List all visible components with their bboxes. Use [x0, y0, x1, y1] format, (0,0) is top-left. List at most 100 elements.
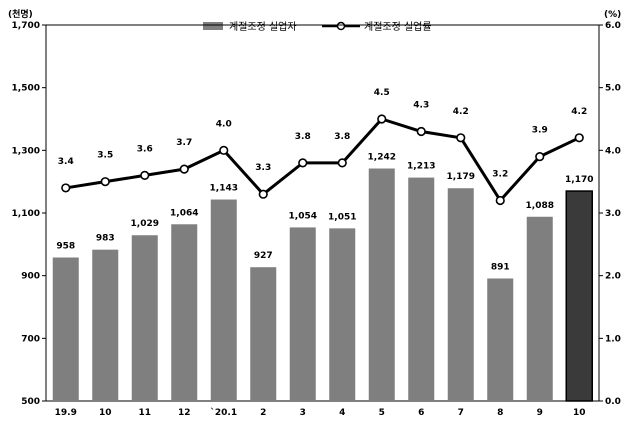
right-axis: 0.0 1.0 2.0 3.0 4.0 5.0 6.0: [599, 21, 621, 407]
bar-value-label: 1,179: [447, 172, 475, 182]
line-point: [258, 189, 268, 199]
bar-value-label: 1,213: [407, 162, 435, 172]
bar: [131, 235, 158, 401]
right-axis-tick-label: 5.0: [605, 84, 621, 94]
legend: 계절조정 실업자 계절조정 실업률: [203, 20, 432, 33]
x-axis: 19.9 10 11 12 `20.1 2 3 4 5 6 7 8 9 10: [55, 407, 586, 418]
right-axis-tick-label: 4.0: [605, 146, 621, 156]
x-axis-tick-label: 6: [418, 408, 424, 418]
bar: [526, 216, 553, 401]
line-point: [574, 133, 584, 143]
left-axis: 500 700 900 1,100 1,300 1,500 1,700: [12, 21, 46, 407]
line-value-label: 4.2: [453, 107, 469, 117]
line-value-label: 3.7: [176, 138, 192, 148]
bar-value-label: 927: [254, 251, 273, 261]
bar: [487, 278, 514, 401]
bar-value-label: 1,143: [210, 184, 238, 194]
x-axis-tick-label: 3: [300, 408, 306, 418]
left-axis-tick-label: 1,300: [12, 146, 40, 156]
bar: [565, 190, 593, 402]
legend-bar-label: 계절조정 실업자: [229, 20, 297, 33]
right-axis-unit: (%): [604, 10, 621, 20]
plot-area: [45, 24, 600, 402]
left-axis-tick-label: 1,700: [12, 21, 40, 31]
right-axis-tick-label: 0.0: [605, 397, 621, 407]
line-value-label: 4.5: [374, 88, 390, 98]
x-axis-tick-label: 8: [497, 408, 503, 418]
right-axis-tick-label: 3.0: [605, 209, 621, 219]
x-axis-tick-label: 12: [178, 408, 191, 418]
bar: [92, 249, 119, 401]
line-point: [535, 152, 545, 162]
line-value-label: 4.0: [216, 119, 232, 129]
x-axis-tick-label: 9: [537, 408, 543, 418]
bar-value-label: 983: [96, 234, 115, 244]
left-axis-tick-label: 700: [21, 334, 40, 344]
line-value-label: 3.5: [97, 151, 113, 161]
line-point: [298, 158, 308, 168]
line-value-label: 4.2: [571, 107, 587, 117]
left-axis-tick-label: 900: [21, 272, 40, 282]
bar: [250, 267, 277, 401]
line-value-label: 3.9: [532, 126, 548, 136]
left-axis-tick-label: 1,100: [12, 209, 40, 219]
line-value-label: 3.6: [137, 144, 153, 154]
bar-data-labels: 958 983 1,029 1,064 1,143 927 1,054 1,051 1,242 1…: [56, 153, 593, 273]
line-series: [61, 114, 584, 206]
line-point: [377, 114, 387, 124]
legend-line-marker: [336, 21, 346, 31]
left-axis-tick-label: 500: [21, 397, 40, 407]
line-value-label: 3.2: [492, 169, 508, 179]
x-axis-tick-label: 2: [260, 408, 266, 418]
line-point: [219, 145, 229, 155]
x-axis-tick-label: 4: [339, 408, 345, 418]
line-value-label: 4.3: [413, 101, 429, 111]
x-axis-tick-label: `20.1: [210, 407, 237, 418]
legend-bar-swatch: [203, 22, 223, 30]
bar-value-label: 1,170: [565, 175, 593, 185]
line-point: [100, 177, 110, 187]
bar: [171, 224, 198, 401]
line-point: [179, 164, 189, 174]
bar: [289, 227, 316, 401]
bar: [447, 188, 474, 401]
x-axis-tick-label: 19.9: [55, 408, 77, 418]
line-point: [416, 126, 426, 137]
line-point: [140, 170, 150, 180]
bar: [408, 177, 435, 401]
bar: [52, 257, 79, 401]
line-point: [495, 195, 505, 206]
line-point: [337, 158, 347, 168]
left-axis-tick-label: 1,500: [12, 84, 40, 94]
bar-series: [52, 168, 593, 402]
bar-value-label: 1,064: [170, 208, 198, 218]
x-axis-tick-label: 10: [573, 408, 586, 418]
right-axis-tick-label: 2.0: [605, 272, 621, 282]
bar-value-label: 1,088: [526, 201, 554, 211]
line-value-label: 3.4: [58, 157, 74, 167]
right-axis-tick-label: 6.0: [605, 21, 621, 31]
line-value-label: 3.8: [295, 132, 311, 142]
bar-value-label: 1,051: [328, 212, 356, 222]
x-axis-tick-label: 5: [379, 408, 385, 418]
bar: [329, 228, 356, 401]
bar-value-label: 958: [56, 241, 75, 251]
left-axis-unit: (천명): [8, 8, 33, 20]
line-point: [456, 133, 466, 143]
line-path: [65, 117, 580, 202]
right-axis-tick-label: 1.0: [605, 334, 621, 344]
bar-value-label: 1,054: [289, 211, 317, 221]
line-point: [61, 183, 71, 193]
x-axis-tick-label: 10: [99, 408, 112, 418]
bar-value-label: 1,029: [131, 219, 159, 229]
legend-line-label: 계절조정 실업률: [364, 20, 432, 33]
x-axis-tick-label: 7: [458, 408, 464, 418]
line-data-labels: 3.4 3.5 3.6 3.7 4.0 3.3 3.8 3.8 4.5 4.3 4.2 3.2 3.9 4…: [58, 88, 587, 179]
bar-value-label: 891: [491, 262, 510, 272]
x-axis-tick-label: 11: [138, 408, 151, 418]
line-value-label: 3.3: [255, 163, 271, 173]
bar: [368, 168, 395, 401]
bar-value-label: 1,242: [368, 153, 396, 163]
bar: [210, 199, 237, 401]
